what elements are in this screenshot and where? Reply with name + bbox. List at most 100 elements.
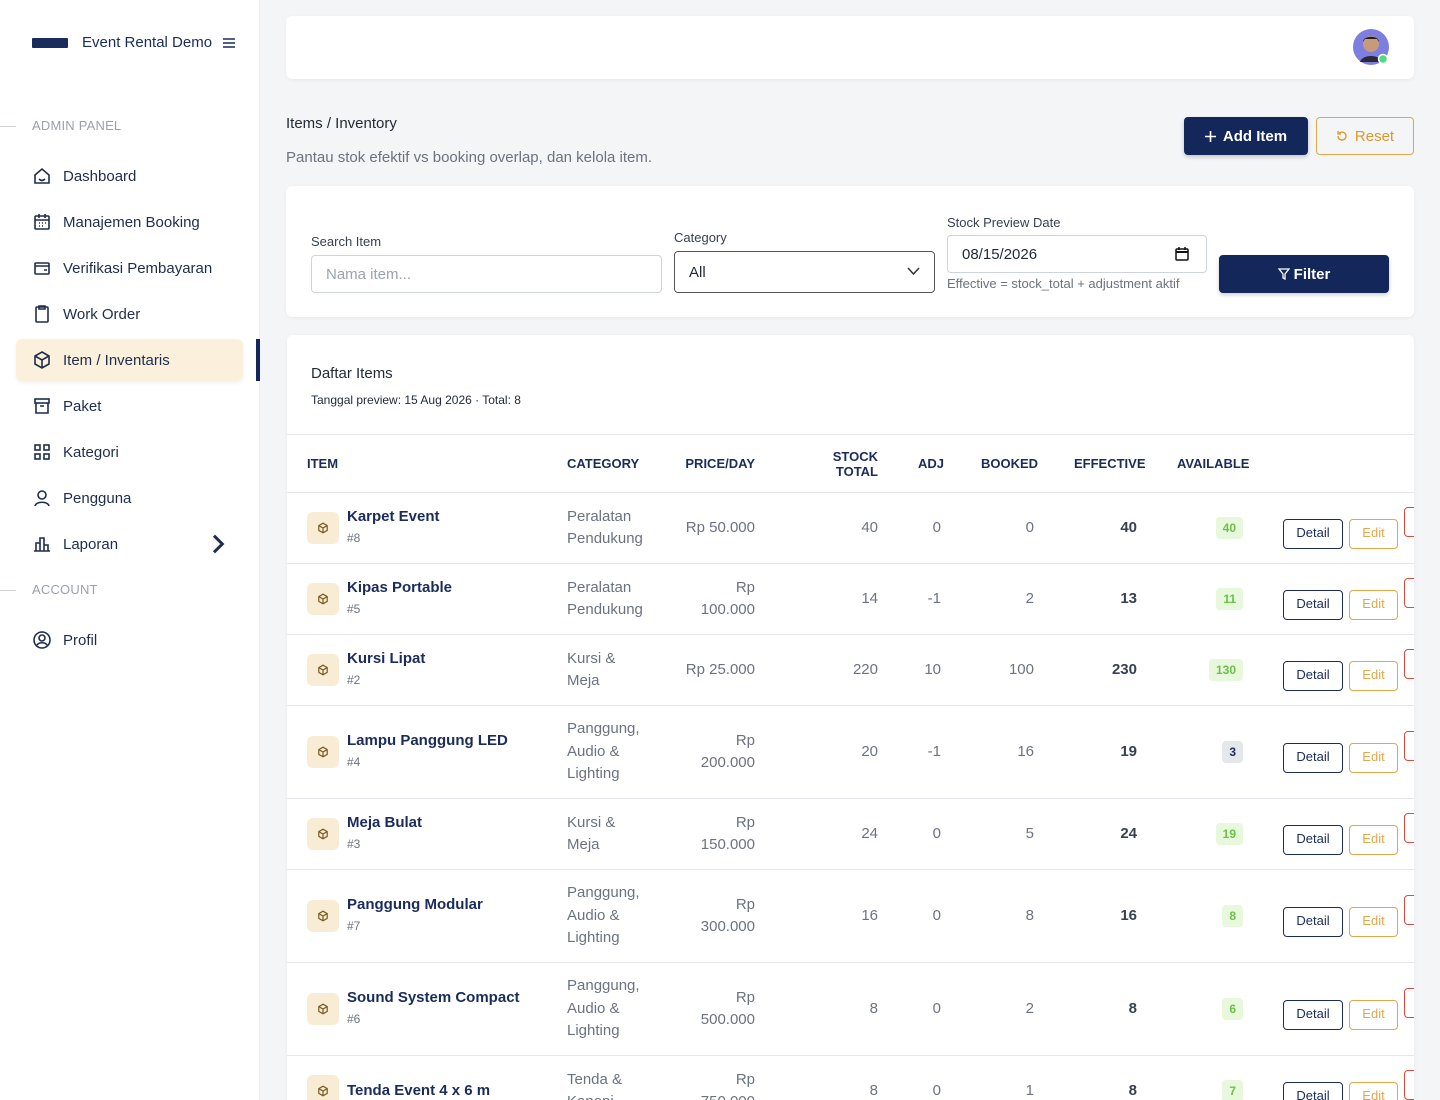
item-stock-total: 16 — [775, 869, 898, 963]
delete-button[interactable] — [1404, 1070, 1414, 1100]
nav-item[interactable]: Profil — [16, 619, 243, 661]
item-name[interactable]: Kipas Portable — [347, 578, 453, 596]
filter-card: Search Item Nama item... Category All St… — [286, 186, 1414, 317]
edit-button[interactable]: Edit — [1349, 1081, 1398, 1100]
item-available-cell: 40 — [1157, 492, 1263, 564]
box-icon — [318, 910, 328, 922]
detail-button[interactable]: Detail — [1283, 518, 1343, 549]
item-wrap: Lampu Panggung LED #4 — [307, 731, 527, 774]
delete-button[interactable] — [1404, 988, 1414, 1019]
item-actions: Detail Edit — [1263, 962, 1414, 1056]
logo — [32, 37, 68, 48]
button-label: Reset — [1354, 127, 1395, 145]
item-name[interactable]: Tenda Event 4 x 6 m — [347, 1082, 491, 1099]
detail-button[interactable]: Detail — [1283, 660, 1343, 691]
delete-button[interactable] — [1404, 649, 1414, 680]
item-name[interactable]: Kursi Lipat — [347, 649, 426, 667]
item-icon — [307, 900, 339, 932]
item-stock-total: 8 — [775, 1055, 898, 1100]
reset-button[interactable]: Reset — [1316, 117, 1414, 155]
detail-button[interactable]: Detail — [1283, 906, 1343, 937]
item-effective: 230 — [1054, 634, 1157, 706]
edit-button[interactable]: Edit — [1349, 742, 1398, 773]
item-row: Kursi Lipat #2 Kursi & Meja Rp 25.000 220 10 1… — [287, 634, 1414, 706]
nav-item[interactable]: Kategori — [16, 431, 243, 473]
nav-item[interactable]: Pengguna — [16, 477, 243, 519]
delete-button[interactable] — [1404, 813, 1414, 844]
delete-button[interactable] — [1404, 895, 1414, 926]
breadcrumb: Items / Inventory — [286, 115, 397, 132]
edit-button[interactable]: Edit — [1349, 589, 1398, 620]
search-input[interactable]: Nama item... — [311, 255, 662, 293]
item-actions: Detail Edit — [1263, 798, 1414, 870]
column-header: PRICE/DAY — [660, 434, 775, 493]
box-icon — [318, 593, 328, 605]
nav-item[interactable]: Item / Inventaris — [16, 339, 243, 381]
date-input[interactable]: 08/15/2026 — [947, 235, 1207, 273]
nav-label: Paket — [63, 397, 102, 415]
nav-icon — [34, 214, 50, 230]
item-price: Rp 25.000 — [660, 634, 775, 706]
item-text: Kursi Lipat #2 — [347, 649, 425, 692]
category-select[interactable]: All — [674, 251, 935, 293]
item-name[interactable]: Lampu Panggung LED — [347, 731, 508, 749]
item-icon — [307, 583, 339, 615]
item-stock-total: 24 — [775, 798, 898, 870]
item-booked: 16 — [961, 705, 1054, 799]
item-adj: 0 — [898, 1055, 961, 1100]
date-value: 08/15/2026 — [962, 245, 1038, 263]
edit-button[interactable]: Edit — [1349, 999, 1398, 1030]
avatar[interactable] — [1352, 28, 1392, 68]
nav-icon — [34, 351, 50, 369]
item-text: Tenda Event 4 x 6 m — [347, 1081, 490, 1100]
topbar — [286, 16, 1414, 79]
item-stock-total: 220 — [775, 634, 898, 706]
menu-toggle[interactable] — [222, 37, 236, 49]
detail-button[interactable]: Detail — [1283, 999, 1343, 1030]
reset-icon — [1337, 131, 1347, 141]
detail-button[interactable]: Detail — [1283, 742, 1343, 773]
edit-button[interactable]: Edit — [1349, 824, 1398, 855]
items-table: ITEM CATEGORY PRICE/DAY STOCK TOTAL ADJ BOOKE… — [287, 434, 1414, 1100]
available-badge: 11 — [1216, 587, 1243, 610]
nav-item[interactable]: Paket — [16, 385, 243, 427]
item-name[interactable]: Panggung Modular — [347, 895, 483, 913]
item-name[interactable]: Sound System Compact — [347, 988, 520, 1006]
chevron-right — [212, 534, 225, 554]
column-header: ITEM — [287, 434, 547, 493]
item-effective: 19 — [1054, 705, 1157, 799]
filter-button[interactable]: Filter — [1219, 255, 1389, 293]
nav-label: Pengguna — [63, 489, 132, 507]
item-text: Lampu Panggung LED #4 — [347, 731, 508, 774]
detail-button[interactable]: Detail — [1283, 589, 1343, 620]
delete-button[interactable] — [1404, 507, 1414, 538]
filter-icon — [1277, 268, 1290, 280]
delete-button[interactable] — [1404, 731, 1414, 762]
item-category: Peralatan Pendukung — [547, 563, 660, 635]
add-item-button[interactable]: Add Item — [1184, 117, 1308, 155]
table-body: Karpet Event #8 Peralatan Pendukung Rp 50.0… — [287, 492, 1414, 1100]
detail-button[interactable]: Detail — [1283, 1081, 1343, 1100]
item-row: Kipas Portable #5 Peralatan Pendukung Rp 10… — [287, 563, 1414, 635]
nav-label: Manajemen Booking — [63, 213, 200, 231]
detail-button[interactable]: Detail — [1283, 824, 1343, 855]
edit-button[interactable]: Edit — [1349, 906, 1398, 937]
item-icon — [307, 993, 339, 1025]
nav-item[interactable]: Work Order — [16, 293, 243, 335]
delete-button[interactable] — [1404, 578, 1414, 609]
nav-item[interactable]: Manajemen Booking — [16, 201, 243, 243]
nav-item[interactable]: Dashboard — [16, 155, 243, 197]
active-indicator — [256, 339, 260, 381]
column-header: STOCK TOTAL — [775, 434, 898, 493]
item-text: Kipas Portable #5 — [347, 578, 452, 621]
item-category: Panggung, Audio & Lighting — [547, 869, 660, 963]
nav-item[interactable]: Laporan — [16, 523, 243, 565]
edit-button[interactable]: Edit — [1349, 518, 1398, 549]
item-category: Panggung, Audio & Lighting — [547, 705, 660, 799]
nav-item[interactable]: Verifikasi Pembayaran — [16, 247, 243, 289]
item-booked: 0 — [961, 492, 1054, 564]
item-name[interactable]: Meja Bulat — [347, 813, 423, 831]
calendar-icon[interactable] — [1175, 247, 1189, 261]
edit-button[interactable]: Edit — [1349, 660, 1398, 691]
item-name[interactable]: Karpet Event — [347, 507, 440, 525]
